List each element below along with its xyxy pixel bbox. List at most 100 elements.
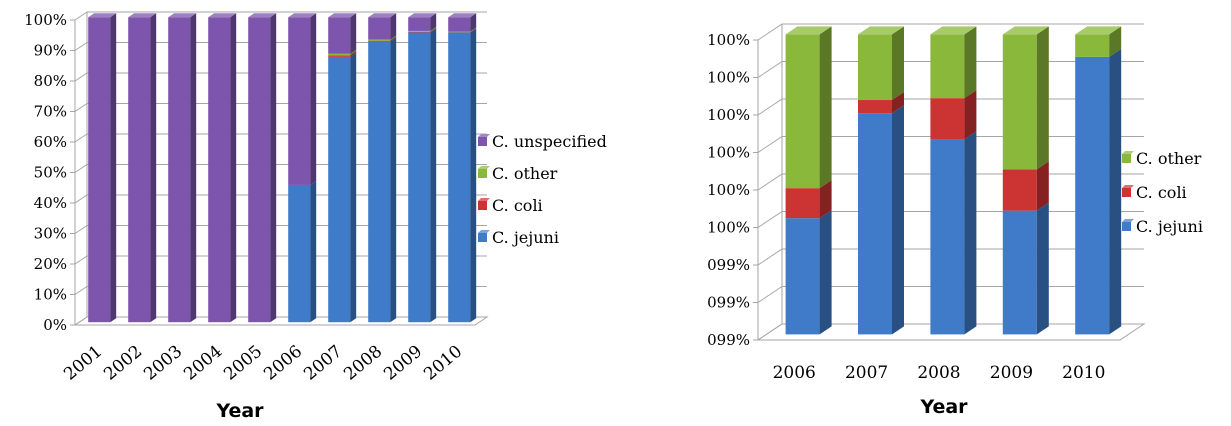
bar-2003 bbox=[168, 13, 196, 322]
bar-segment-c-jejuni bbox=[1075, 57, 1109, 335]
legend-swatch-top bbox=[478, 166, 490, 169]
y-tick-label: 100% bbox=[707, 219, 750, 237]
bar-2006 bbox=[288, 13, 316, 322]
bar-segment-c-unspecified bbox=[288, 17, 310, 185]
legend-swatch-c-other bbox=[478, 169, 487, 178]
x-tick-label: 2006 bbox=[773, 363, 816, 383]
bar-segment-side bbox=[820, 26, 832, 188]
bar-segment-side bbox=[110, 13, 116, 322]
bar-segment-c-jejuni bbox=[408, 32, 430, 322]
bar-segment-side bbox=[820, 210, 832, 334]
x-tick-label: 2007 bbox=[845, 363, 888, 383]
legend-swatch-c-jejuni bbox=[478, 233, 487, 242]
bar-segment-side bbox=[1037, 203, 1049, 335]
bar-2009 bbox=[1003, 26, 1049, 334]
bar-segment-side bbox=[470, 28, 476, 322]
x-tick-label: 2006 bbox=[260, 342, 306, 385]
y-tick-label: 10% bbox=[34, 286, 67, 304]
bar-segment-c-unspecified bbox=[448, 17, 470, 31]
bar-2005 bbox=[248, 13, 276, 322]
x-tick-label: 2009 bbox=[990, 363, 1033, 383]
y-tick-label: 0% bbox=[43, 316, 67, 334]
bar-2007 bbox=[328, 13, 356, 322]
bar-segment-c-jejuni bbox=[858, 113, 892, 334]
bar-segment-side bbox=[150, 13, 156, 322]
bar-segment-c-other bbox=[408, 31, 430, 32]
legend-swatch-top bbox=[1122, 185, 1134, 188]
bar-segment-side bbox=[1037, 161, 1049, 210]
y-tick-label: 90% bbox=[34, 42, 67, 60]
legend-swatch-top bbox=[478, 230, 490, 233]
bar-segment-c-jejuni bbox=[328, 57, 350, 322]
y-tick-label: 100% bbox=[707, 181, 750, 199]
x-tick-label: 2007 bbox=[300, 342, 346, 385]
legend-swatch-c-coli bbox=[478, 201, 487, 210]
y-tick-label: 100% bbox=[707, 31, 750, 49]
legend-swatch-top bbox=[1122, 151, 1134, 154]
bar-segment-side bbox=[964, 131, 976, 334]
x-tick-label: 2001 bbox=[60, 342, 106, 385]
chart-species-2001-2010: Year 0%10%20%30%40%50%60%70%80%90%100%20… bbox=[24, 11, 607, 421]
bar-segment-c-coli bbox=[1003, 169, 1037, 210]
legend-swatch-c-other bbox=[1122, 154, 1131, 163]
bar-2008 bbox=[930, 26, 976, 334]
bar-segment-c-unspecified bbox=[128, 17, 150, 322]
y-tick-label: 40% bbox=[34, 194, 67, 212]
legend-swatch-c-jejuni bbox=[1122, 222, 1131, 231]
bar-segment-c-unspecified bbox=[168, 17, 190, 322]
x-axis-label: Year bbox=[919, 396, 968, 418]
y-tick-label: 099% bbox=[707, 331, 750, 349]
legend-label-c-other: C. other bbox=[492, 164, 558, 183]
bar-segment-side bbox=[964, 90, 976, 139]
bar-segment-c-other bbox=[858, 34, 892, 100]
y-tick-label: 60% bbox=[34, 133, 67, 151]
y-tick-label: 100% bbox=[24, 11, 67, 29]
bar-segment-side bbox=[430, 28, 436, 322]
bar-2006 bbox=[786, 26, 832, 334]
bar-segment-side bbox=[350, 53, 356, 322]
bar-segment-c-coli bbox=[786, 188, 820, 218]
legend-label-c-coli: C. coli bbox=[492, 196, 543, 215]
y-tick-label: 100% bbox=[707, 144, 750, 162]
bar-segment-side bbox=[892, 105, 904, 334]
bar-segment-c-jejuni bbox=[368, 42, 390, 323]
x-tick-label: 2010 bbox=[420, 342, 466, 385]
bar-segment-c-unspecified bbox=[88, 17, 110, 322]
x-tick-label: 2002 bbox=[100, 342, 146, 385]
bar-2004 bbox=[208, 13, 236, 322]
bar-segment-side bbox=[1037, 26, 1049, 169]
bar-segment-side bbox=[230, 13, 236, 322]
x-tick-label: 2010 bbox=[1062, 363, 1105, 383]
bar-segment-c-other bbox=[930, 34, 964, 98]
legend-label-c-unspecified: C. unspecified bbox=[492, 132, 607, 151]
bar-segment-c-coli bbox=[930, 98, 964, 139]
y-tick-label: 70% bbox=[34, 103, 67, 121]
legend-label-c-jejuni: C. jejuni bbox=[492, 228, 559, 247]
bar-segment-side bbox=[190, 13, 196, 322]
bar-2008 bbox=[368, 13, 396, 322]
x-tick-label: 2003 bbox=[140, 342, 186, 385]
bar-segment-c-jejuni bbox=[288, 185, 310, 322]
legend-label-c-jejuni: C. jejuni bbox=[1136, 217, 1203, 236]
y-tick-label: 099% bbox=[707, 256, 750, 274]
bar-segment-c-other bbox=[368, 39, 390, 40]
legend-swatch-top bbox=[1122, 219, 1134, 222]
bar-2010 bbox=[448, 13, 476, 322]
bar-segment-c-jejuni bbox=[448, 32, 470, 322]
y-tick-label: 50% bbox=[34, 164, 67, 182]
bar-2001 bbox=[88, 13, 116, 322]
y-tick-label: 30% bbox=[34, 225, 67, 243]
bar-segment-c-other bbox=[328, 54, 350, 56]
legend-label-c-coli: C. coli bbox=[1136, 183, 1187, 202]
bar-segment-c-unspecified bbox=[248, 17, 270, 322]
bar-2009 bbox=[408, 13, 436, 322]
bar-segment-side bbox=[964, 26, 976, 98]
y-tick-label: 100% bbox=[707, 69, 750, 87]
bar-2007 bbox=[858, 26, 904, 334]
bar-segment-side bbox=[350, 13, 356, 54]
legend-label-c-other: C. other bbox=[1136, 149, 1202, 168]
bar-2010 bbox=[1075, 26, 1121, 334]
y-tick-label: 099% bbox=[707, 294, 750, 312]
y-tick-label: 20% bbox=[34, 255, 67, 273]
legend-swatch-top bbox=[478, 198, 490, 201]
